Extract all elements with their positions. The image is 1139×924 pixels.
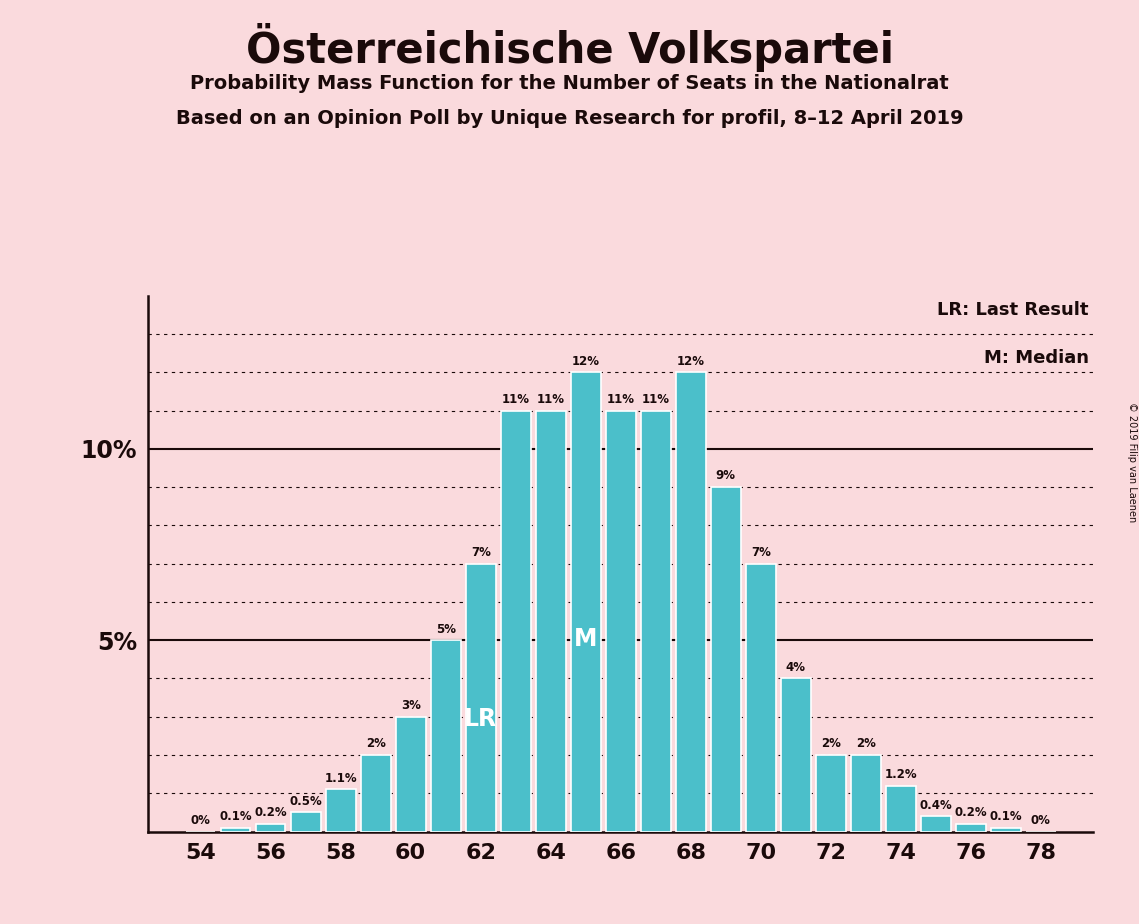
Bar — [221, 828, 251, 832]
Text: 5%: 5% — [436, 623, 456, 636]
Bar — [746, 564, 776, 832]
Bar — [641, 410, 671, 832]
Text: 7%: 7% — [751, 546, 771, 559]
Text: 0.5%: 0.5% — [289, 795, 322, 808]
Text: 0.4%: 0.4% — [919, 798, 952, 811]
Text: 1.1%: 1.1% — [325, 772, 357, 784]
Text: 0.1%: 0.1% — [220, 810, 252, 823]
Text: LR: Last Result: LR: Last Result — [937, 301, 1089, 319]
Bar — [361, 755, 391, 832]
Text: 11%: 11% — [607, 393, 634, 406]
Bar — [956, 824, 985, 832]
Text: 9%: 9% — [715, 469, 736, 482]
Bar — [711, 487, 740, 832]
Bar — [571, 372, 600, 832]
Text: 2%: 2% — [855, 737, 876, 750]
Bar — [991, 828, 1021, 832]
Bar — [290, 812, 320, 832]
Text: 11%: 11% — [501, 393, 530, 406]
Bar — [675, 372, 706, 832]
Text: M: Median: M: Median — [984, 349, 1089, 367]
Bar — [816, 755, 846, 832]
Text: 11%: 11% — [641, 393, 670, 406]
Bar — [326, 789, 355, 832]
Text: 1.2%: 1.2% — [885, 768, 917, 781]
Text: Probability Mass Function for the Number of Seats in the Nationalrat: Probability Mass Function for the Number… — [190, 74, 949, 93]
Bar — [466, 564, 495, 832]
Text: 2%: 2% — [821, 737, 841, 750]
Text: 12%: 12% — [572, 355, 600, 368]
Bar — [256, 824, 286, 832]
Text: 11%: 11% — [536, 393, 565, 406]
Text: 0%: 0% — [190, 814, 211, 827]
Bar — [535, 410, 566, 832]
Text: Based on an Opinion Poll by Unique Research for profil, 8–12 April 2019: Based on an Opinion Poll by Unique Resea… — [175, 109, 964, 128]
Bar — [606, 410, 636, 832]
Text: 2%: 2% — [366, 737, 386, 750]
Text: 0.1%: 0.1% — [990, 810, 1022, 823]
Text: 7%: 7% — [470, 546, 491, 559]
Text: Österreichische Volkspartei: Österreichische Volkspartei — [246, 23, 893, 72]
Bar — [431, 640, 460, 832]
Bar — [395, 717, 426, 832]
Bar — [501, 410, 531, 832]
Text: 0.2%: 0.2% — [954, 807, 988, 820]
Text: 0.2%: 0.2% — [254, 807, 287, 820]
Bar — [851, 755, 880, 832]
Text: M: M — [574, 626, 598, 650]
Text: 3%: 3% — [401, 699, 420, 712]
Text: 4%: 4% — [786, 661, 805, 674]
Text: LR: LR — [464, 707, 498, 731]
Text: 0%: 0% — [1031, 814, 1051, 827]
Text: © 2019 Filip van Laenen: © 2019 Filip van Laenen — [1126, 402, 1137, 522]
Bar — [921, 816, 951, 832]
Bar — [781, 678, 811, 832]
Text: 12%: 12% — [677, 355, 705, 368]
Bar — [886, 785, 916, 832]
